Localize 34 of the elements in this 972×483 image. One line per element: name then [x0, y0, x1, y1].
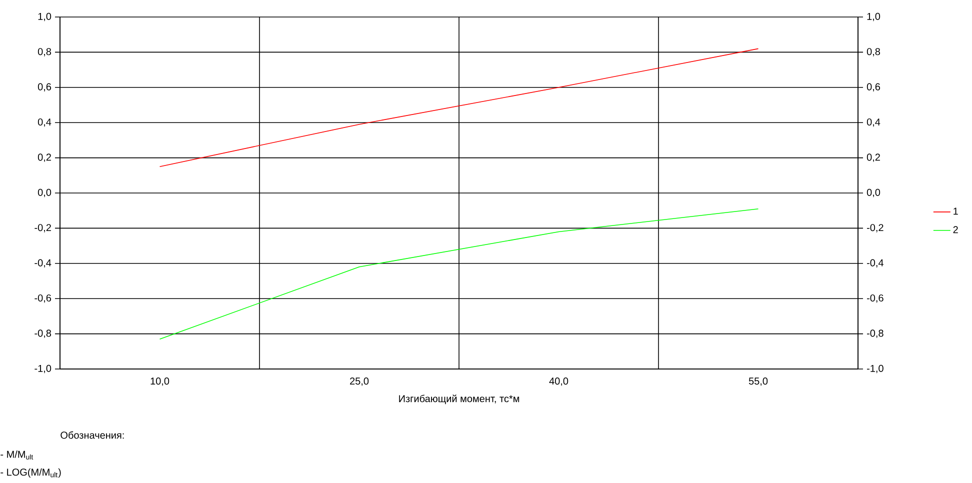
y-tick-label: 0,8 [38, 48, 52, 56]
y-tick-label: 0,0 [38, 188, 52, 198]
x-tick-label: 10,0 [150, 378, 170, 386]
x-tick-label: 40,0 [549, 378, 568, 386]
text: - M/M$_{ult}$ [0, 450, 34, 460]
y2-tick-label: 0,6 [866, 83, 880, 92]
y-tick-label: 0,2 [38, 154, 51, 162]
line-series [159, 48, 759, 167]
line-series [159, 208, 759, 340]
y2-tick-label: 0,0 [866, 188, 880, 198]
y2-tick-label: -0,8 [866, 330, 884, 338]
y2-tick-label: -0,2 [866, 224, 884, 232]
text: - LOG(M/M$_{ult}$) [0, 468, 61, 478]
y-tick-label: 1,0 [38, 12, 52, 22]
y-tick-label: -0,4 [34, 259, 52, 268]
y-tick-label: -1,0 [34, 364, 52, 374]
y-tick-label: -0,8 [34, 330, 52, 338]
legend-label: 1 [954, 208, 958, 215]
x-axis-title: Изгибающий момент, тс*м [399, 394, 520, 404]
y2-tick-label: 1,0 [867, 12, 880, 22]
text: Обозначения: [60, 431, 124, 439]
y2-tick-label: 0,2 [866, 154, 880, 162]
y-tick-label: 0,4 [38, 118, 52, 127]
y-tick-label: -0,2 [34, 224, 51, 232]
y2-tick-label: 0,4 [866, 118, 880, 127]
legend-label: 2 [953, 226, 958, 234]
y2-tick-label: -0,6 [866, 294, 884, 303]
y2-tick-label: -1,0 [866, 364, 884, 374]
y-tick-label: -0,6 [34, 294, 52, 303]
y-tick-label: 0,6 [38, 83, 52, 92]
y2-tick-label: -0,4 [866, 259, 884, 268]
y2-tick-label: 0,8 [866, 48, 880, 56]
x-tick-label: 25,0 [350, 378, 369, 386]
x-tick-label: 55,0 [748, 378, 768, 386]
